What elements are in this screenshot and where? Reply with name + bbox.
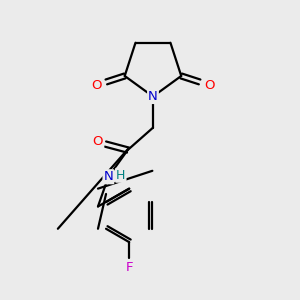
Text: H: H (116, 169, 126, 182)
Text: N: N (148, 90, 158, 103)
Text: N: N (103, 170, 113, 183)
Text: F: F (125, 261, 133, 274)
Text: O: O (91, 79, 102, 92)
Text: O: O (204, 79, 215, 92)
Text: O: O (93, 135, 103, 148)
